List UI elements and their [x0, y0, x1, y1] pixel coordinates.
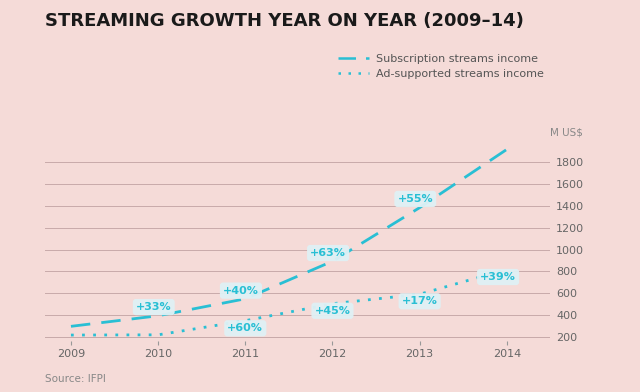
Text: +63%: +63%: [310, 248, 346, 258]
Legend: Subscription streams income, Ad-supported streams income: Subscription streams income, Ad-supporte…: [333, 49, 548, 83]
Text: +33%: +33%: [136, 302, 172, 312]
Text: +39%: +39%: [0, 391, 1, 392]
Text: +40%: +40%: [223, 286, 259, 296]
Text: +60%: +60%: [227, 323, 263, 333]
Text: M US$: M US$: [550, 127, 583, 137]
Text: +45%: +45%: [314, 306, 351, 316]
Text: +17%: +17%: [402, 296, 438, 306]
Text: STREAMING GROWTH YEAR ON YEAR (2009–14): STREAMING GROWTH YEAR ON YEAR (2009–14): [45, 12, 524, 30]
Text: Source: IFPI: Source: IFPI: [45, 374, 106, 384]
Text: +39%: +39%: [480, 272, 516, 282]
Text: +55%: +55%: [397, 194, 433, 204]
Text: 1%: 1%: [0, 391, 1, 392]
